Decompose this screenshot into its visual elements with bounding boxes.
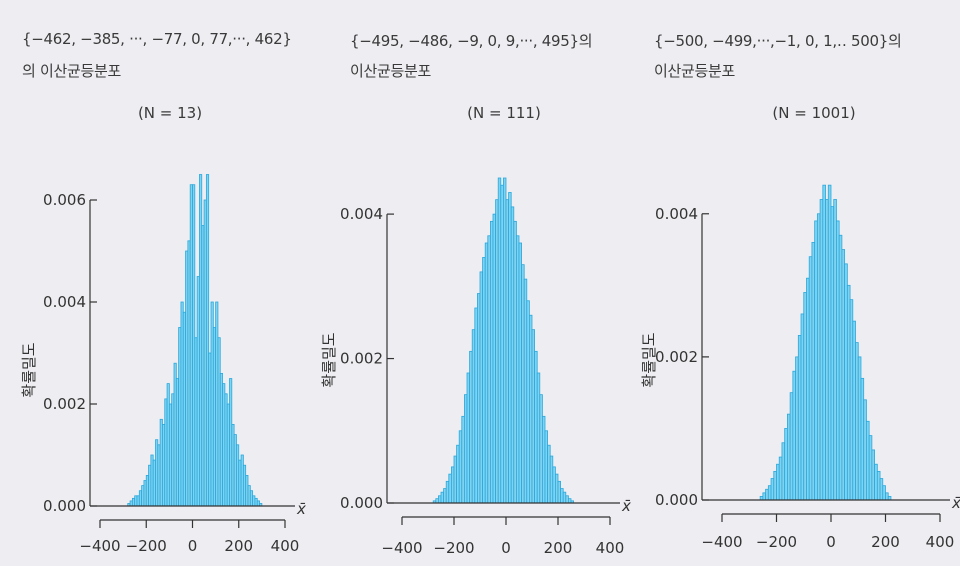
chart-title-line1: {−462, −385, ···, −77, 0, 77,···, 462}: [22, 30, 292, 48]
histogram-bar: [866, 420, 870, 501]
histogram-bar: [806, 277, 810, 501]
histogram-bar: [767, 485, 772, 501]
histogram-bar: [786, 413, 791, 501]
histogram-bar: [781, 442, 786, 501]
histogram-bar: [885, 492, 889, 501]
y-tick-label: 0.000: [43, 497, 86, 515]
y-tick-label: 0.000: [655, 491, 698, 509]
chart-panel-1: {−462, −385, ···, −77, 0, 77,···, 462} 의…: [0, 0, 320, 566]
histogram-bar: [803, 292, 807, 501]
histogram-bar: [784, 428, 788, 501]
histogram-bar: [882, 485, 886, 501]
x-axis-label: x̄: [621, 497, 631, 515]
y-tick-label: 0.006: [43, 191, 86, 209]
histogram-bar: [778, 456, 783, 501]
chart-title-line2: 이산균등분포: [654, 62, 736, 80]
histogram-bar: [816, 213, 821, 501]
histogram-bar: [773, 470, 777, 501]
x-tick-label: 0: [501, 539, 511, 557]
x-tick-label: −200: [756, 533, 797, 551]
y-tick-label: 0.004: [43, 293, 86, 311]
chart-title-line2: 의 이산균등분포: [22, 62, 121, 80]
x-tick-label: 0: [826, 533, 836, 551]
y-axis-label: 확률밀도: [640, 332, 658, 387]
histogram-bar: [849, 299, 854, 501]
x-tick-label: 200: [544, 539, 573, 557]
x-tick-label: 200: [224, 537, 253, 555]
histogram-bar: [836, 220, 840, 501]
chart-title-line2: 이산균등분포: [350, 62, 432, 80]
histogram-bar: [770, 478, 775, 501]
x-tick-label: 200: [871, 533, 900, 551]
x-axis-label: x̄: [296, 500, 306, 518]
histogram-bar: [776, 463, 780, 501]
x-tick-label: −400: [701, 533, 742, 551]
histogram-bar: [762, 492, 766, 501]
chart-3-svg: 0.000 0.002 0.004 −400 −200 0 200 400 x̄ 확률밀도: [640, 184, 960, 551]
histogram-bar: [800, 313, 805, 501]
histogram-bar: [846, 284, 851, 501]
x-tick-label: 400: [271, 537, 300, 555]
chart-1-svg: 0.000 0.002 0.004 0.006 −400 −200 0 200 400 x̄ 확률밀…: [20, 174, 306, 555]
chart-title-line1: {−500, −499,···,−1, 0, 1,‥ 500}의: [654, 32, 902, 50]
histogram-bar: [860, 377, 865, 501]
x-tick-label: 400: [926, 533, 955, 551]
y-axis-label: 확률밀도: [20, 342, 38, 397]
chart-subtitle: (N = 111): [467, 104, 541, 122]
histogram-bar: [814, 220, 818, 501]
chart-subtitle: (N = 13): [137, 104, 203, 122]
histogram-bar: [765, 488, 769, 501]
y-tick-label: 0.004: [655, 205, 698, 223]
histogram-bar: [844, 263, 848, 501]
histogram-bar: [830, 206, 835, 501]
chart-panel-2: {−495, −486, −9, 0, 9,···, 495}의 이산균등분포 …: [320, 0, 640, 566]
histogram-bar: [852, 320, 856, 501]
x-tick-label: 0: [188, 537, 198, 555]
histogram-bar: [841, 249, 846, 501]
histogram-bar: [808, 256, 813, 501]
histogram-bar: [827, 184, 832, 501]
histogram-bar: [819, 199, 824, 501]
y-tick-label: 0.002: [43, 395, 86, 413]
histogram-bar: [795, 356, 799, 501]
x-axis-label: x̄: [951, 494, 960, 512]
y-tick-label: 0.002: [340, 350, 383, 368]
histogram-bar: [838, 234, 843, 501]
chart-panel-3: {−500, −499,···,−1, 0, 1,‥ 500}의 이산균등분포 …: [640, 0, 960, 566]
x-tick-label: −200: [433, 539, 474, 557]
histogram-bar: [811, 241, 816, 501]
histogram-bar: [857, 356, 862, 501]
x-tick-label: −400: [79, 537, 120, 555]
x-tick-label: 400: [596, 539, 625, 557]
y-axis-label: 확률밀도: [320, 332, 338, 387]
histogram-bar: [876, 470, 881, 501]
x-tick-label: −200: [126, 537, 167, 555]
histogram-bar: [792, 370, 796, 501]
chart-title-line1: {−495, −486, −9, 0, 9,···, 495}의: [350, 32, 593, 50]
histogram-bar: [833, 199, 837, 501]
histogram-bar: [874, 463, 878, 501]
histogram-bar: [789, 392, 794, 501]
histogram-bar: [797, 335, 802, 501]
histogram-bar: [871, 449, 875, 501]
chart-subtitle: (N = 1001): [772, 104, 856, 122]
x-tick-label: −400: [381, 539, 422, 557]
histogram-bar: [868, 435, 873, 501]
y-tick-label: 0.004: [340, 205, 383, 223]
histogram-bar: [863, 399, 867, 501]
histogram-bar: [825, 199, 829, 501]
histogram-bar: [822, 184, 826, 501]
y-tick-label: 0.002: [655, 348, 698, 366]
chart-2-svg: 0.000 0.002 0.004 −400 −200 0 200 400 x̄ 확률밀도: [320, 177, 631, 557]
y-tick-label: 0.000: [340, 494, 383, 512]
histogram-bar: [879, 478, 884, 501]
histogram-bar: [855, 342, 859, 501]
